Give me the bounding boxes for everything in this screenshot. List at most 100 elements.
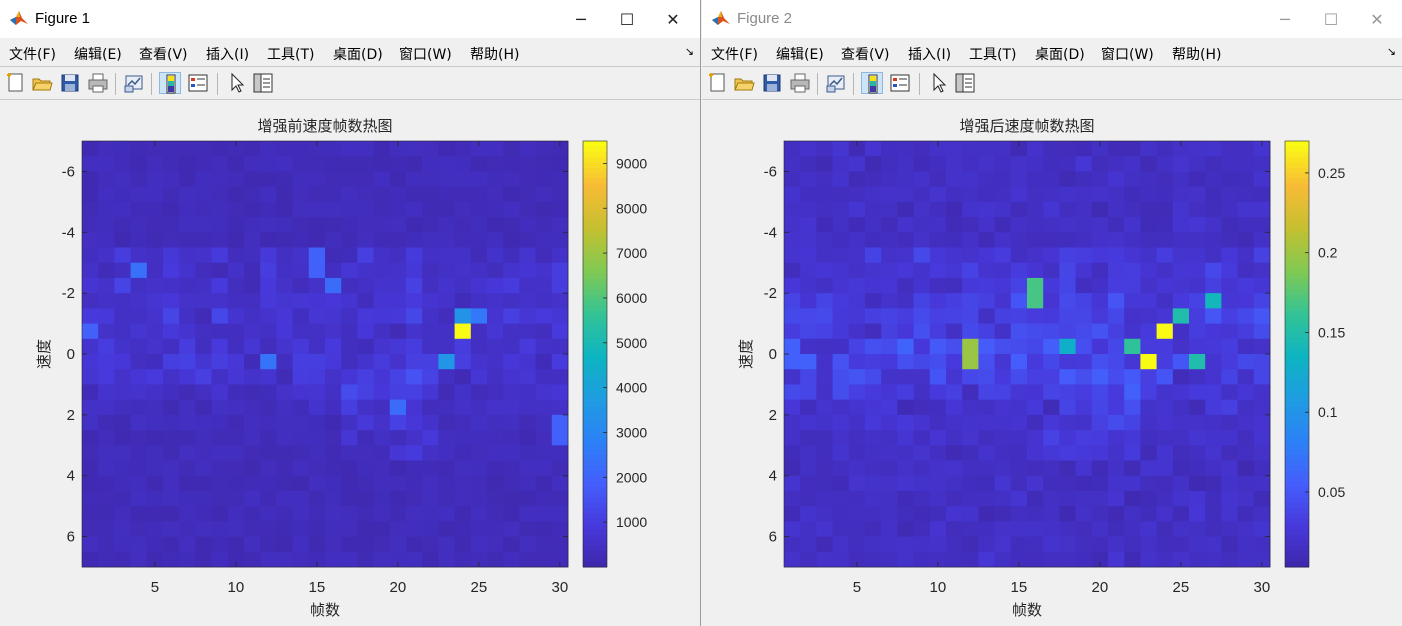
heatmap-cells [82,141,569,568]
menu-item-1[interactable]: 编辑(E) [74,47,122,63]
new-figure-icon[interactable] [5,72,27,94]
menu-item-0[interactable]: 文件(F) [711,47,758,63]
heatmap-cell [929,277,947,294]
heatmap-cell [406,308,423,324]
menu-item-1[interactable]: 编辑(E) [776,47,824,63]
menu-item-6[interactable]: 窗口(W) [1101,47,1154,63]
heatmap-cell [244,247,261,264]
insert-legend-icon[interactable] [187,72,209,94]
heatmap-cell [913,460,931,477]
insert-legend-icon[interactable] [889,72,911,94]
heatmap-cell [130,369,148,385]
heatmap-cell [503,445,520,461]
heatmap-cell [1172,414,1190,431]
minimize-button[interactable]: ─ [576,9,586,29]
colorbar-segment [583,385,607,392]
heatmap-cell [519,141,536,157]
minimize-button[interactable]: ─ [1280,9,1290,29]
menu-item-3[interactable]: 插入(I) [206,47,250,63]
edit-plot-arrow-icon[interactable] [928,72,950,94]
heatmap-cell [1124,384,1141,401]
save-icon[interactable] [59,72,81,94]
colorbar-segment [1285,401,1309,408]
heatmap-cell [146,384,164,401]
close-button[interactable]: ✕ [1370,9,1384,29]
menu-item-4[interactable]: 工具(T) [267,47,315,63]
heatmap-cell [406,262,423,279]
dock-arrow-icon[interactable]: ↘ [684,45,694,58]
open-file-icon[interactable] [733,72,755,94]
property-inspector-icon[interactable] [954,72,976,94]
menu-item-3[interactable]: 插入(I) [908,47,952,63]
heatmap-cell [211,232,229,248]
heatmap-cell [1027,490,1044,507]
open-file-icon[interactable] [31,72,53,94]
heatmap-cell [341,323,358,340]
colorbar[interactable] [583,141,607,568]
heatmap-cell [470,232,488,248]
colorbar[interactable] [1285,141,1309,568]
heatmap-cell [1189,460,1206,477]
property-inspector-icon[interactable] [252,72,274,94]
heatmap-cell [503,277,520,294]
heatmap-cell [784,323,801,340]
menu-item-2[interactable]: 查看(V) [139,47,188,63]
heatmap-cell [913,414,931,431]
title-bar[interactable]: Figure 2 ─ ☐ ✕ [702,0,1402,38]
insert-colorbar-icon[interactable] [159,72,181,94]
print-icon[interactable] [789,72,811,94]
heatmap-cell [438,201,455,218]
heatmap-cell [130,460,148,477]
heatmap-cell [897,460,914,477]
heatmap-cell [535,445,553,461]
insert-colorbar-icon[interactable] [861,72,883,94]
maximize-button[interactable]: ☐ [619,9,635,29]
y-tick-label: -6 [764,163,777,180]
heatmap-cell [535,354,553,370]
heatmap-cell [946,217,963,233]
heatmap-cell [244,521,261,537]
heatmap-cell [913,156,931,172]
heatmap-cell [1189,399,1206,416]
colorbar-segment [583,396,607,403]
close-button[interactable]: ✕ [666,9,680,29]
edit-plot-arrow-icon[interactable] [226,72,248,94]
title-bar[interactable]: Figure 1 ─ ☐ ✕ [0,0,700,38]
print-icon[interactable] [87,72,109,94]
heatmap-cell [881,262,898,279]
save-icon[interactable] [761,72,783,94]
menu-item-4[interactable]: 工具(T) [969,47,1017,63]
heatmap-cell [341,308,358,324]
heatmap-figure[interactable]: 5 10 15 20 25 30-6-4-20246增强后速度帧数热图帧数速度0.050.… [702,101,1402,626]
dock-arrow-icon[interactable]: ↘ [1386,45,1396,58]
colorbar-segment [1285,194,1309,201]
menu-item-6[interactable]: 窗口(W) [399,47,452,63]
heatmap-cell [276,141,293,157]
heatmap-cell [454,171,472,188]
heatmap-cell [913,369,931,385]
menu-item-7[interactable]: 帮助(H) [470,47,520,63]
heatmap-cell [98,156,115,172]
heatmap-cell [211,430,229,446]
heatmap-cell [276,338,293,355]
menu-item-0[interactable]: 文件(F) [9,47,56,63]
heatmap-cell [422,141,439,157]
menu-item-5[interactable]: 桌面(D) [333,47,383,63]
menu-item-5[interactable]: 桌面(D) [1035,47,1085,63]
heatmap-cell [1172,369,1190,385]
colorbar-segment [583,503,607,509]
colorbar-segment [1285,433,1309,440]
heatmap-cell [357,460,374,477]
heatmap-figure[interactable]: 5 10 15 20 25 30-6-4-20246增强前速度帧数热图帧数速度100020… [0,101,701,626]
x-tick-label: 25 [471,579,488,596]
heatmap-cell [260,521,277,537]
heatmap-cell [1189,308,1206,324]
link-plot-icon[interactable] [825,72,847,94]
maximize-button[interactable]: ☐ [1323,9,1339,29]
menu-item-7[interactable]: 帮助(H) [1172,47,1222,63]
new-figure-icon[interactable] [707,72,729,94]
heatmap-cell [1221,338,1238,355]
menu-item-2[interactable]: 查看(V) [841,47,890,63]
link-plot-icon[interactable] [123,72,145,94]
heatmap-cell [551,490,569,507]
